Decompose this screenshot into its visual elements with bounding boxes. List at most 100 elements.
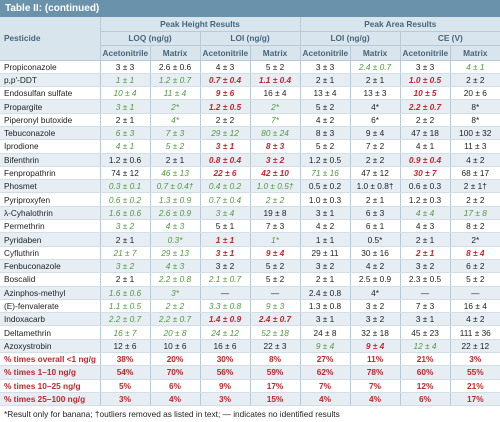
pesticide-name: Piperonyl butoxide bbox=[0, 113, 101, 127]
value-cell: 3 ± 2 bbox=[350, 299, 401, 314]
value-cell: — bbox=[250, 286, 301, 300]
table-row: Deltamethrin 16 ± 7 20 ± 8 24 ± 12 52 ± 18 24… bbox=[0, 325, 500, 340]
summary-row: % times 10–25 ng/g 5% 6% 9% 17% 7% 7% 12% 21% bbox=[0, 379, 500, 393]
pesticide-name: Indoxacarb bbox=[0, 312, 101, 327]
summary-cell: 27% bbox=[300, 352, 351, 367]
value-cell: 52 ± 18 bbox=[250, 325, 301, 340]
value-cell: 10 ± 6 bbox=[150, 339, 201, 354]
value-cell: 3 ± 2 bbox=[300, 259, 351, 274]
value-cell: 5 ± 2 bbox=[250, 272, 301, 287]
table-row: Phosmet 0.3 ± 0.1 0.7 ± 0.4† 0.4 ± 0.2 1.0 ±… bbox=[0, 179, 500, 194]
table-row: λ-Cyhalothrin 1.6 ± 0.6 2.6 ± 0.9 3 ± 4 19 ±… bbox=[0, 206, 500, 221]
summary-cell: 8% bbox=[250, 352, 301, 367]
value-cell: 29 ± 13 bbox=[150, 246, 201, 260]
value-cell: 16 ± 4 bbox=[250, 86, 301, 101]
value-cell: 2.5 ± 0.9 bbox=[350, 272, 401, 287]
summary-row: % times 25–100 ng/g 3% 4% 3% 15% 4% 4% 6% 17% bbox=[0, 392, 500, 407]
value-cell: 1.0 ± 0.8† bbox=[350, 179, 401, 194]
pesticide-name: Iprodione bbox=[0, 139, 101, 154]
value-cell: 2 ± 2 bbox=[400, 113, 451, 127]
header-subgroup: CE (V) bbox=[400, 31, 500, 46]
value-cell: 7 ± 2 bbox=[350, 139, 401, 154]
summary-cell: 21% bbox=[400, 352, 451, 367]
value-cell: 8 ± 3 bbox=[250, 139, 301, 154]
value-cell: 11 ± 4 bbox=[150, 86, 201, 101]
summary-cell: 20% bbox=[150, 352, 201, 367]
value-cell: 80 ± 24 bbox=[250, 126, 301, 141]
value-cell: 2.3 ± 0.5 bbox=[400, 272, 451, 287]
value-cell: 42 ± 10 bbox=[250, 166, 301, 181]
value-cell: 2.4 ± 0.8 bbox=[300, 286, 351, 300]
value-cell: 6 ± 2 bbox=[450, 259, 500, 274]
value-cell: 3 ± 2 bbox=[200, 259, 251, 274]
value-cell: 4 ± 2 bbox=[450, 312, 500, 327]
value-cell: 3.3 ± 0.8 bbox=[200, 299, 251, 314]
value-cell: 1.6 ± 0.6 bbox=[100, 206, 151, 221]
value-cell: 1.1 ± 0.4 bbox=[250, 73, 301, 88]
pesticide-name: Permethrin bbox=[0, 219, 101, 234]
value-cell: 3 ± 2 bbox=[250, 153, 301, 167]
value-cell: 21 ± 7 bbox=[100, 246, 151, 260]
value-cell: 71 ± 16 bbox=[300, 166, 351, 181]
column-header: Matrix bbox=[350, 45, 401, 61]
value-cell: 1.3 ± 0.9 bbox=[150, 192, 201, 207]
column-header: Acetonitrile bbox=[200, 45, 251, 61]
value-cell: 3 ± 3 bbox=[400, 60, 451, 74]
value-cell: 6 ± 3 bbox=[350, 206, 401, 221]
header-row: Pesticide Peak Height Results Peak Area Re… bbox=[0, 17, 500, 61]
value-cell: 1.3 ± 0.8 bbox=[300, 299, 351, 314]
value-cell: 2.6 ± 0.6 bbox=[150, 60, 201, 74]
value-cell: 3 ± 1 bbox=[300, 206, 351, 221]
value-cell: 0.7 ± 0.4 bbox=[200, 192, 251, 207]
value-cell: 29 ± 12 bbox=[200, 126, 251, 141]
value-cell: 6 ± 1 bbox=[350, 219, 401, 234]
value-cell: 4 ± 2 bbox=[350, 259, 401, 274]
value-cell: 2 ± 2 bbox=[200, 113, 251, 127]
value-cell: 4 ± 4 bbox=[400, 206, 451, 221]
value-cell: 6* bbox=[350, 113, 401, 127]
summary-cell: 4% bbox=[300, 392, 351, 407]
value-cell: 111 ± 36 bbox=[450, 325, 500, 340]
header-group: Peak Height Results bbox=[100, 17, 301, 32]
summary-cell: 4% bbox=[350, 392, 401, 407]
header-subgroup: LOQ (ng/g) bbox=[100, 31, 201, 46]
value-cell: 3 ± 3 bbox=[300, 60, 351, 74]
summary-cell: 62% bbox=[300, 365, 351, 380]
table-row: Piperonyl butoxide 2 ± 1 4* 2 ± 2 7* 4 ± 2 6* 2… bbox=[0, 113, 500, 127]
pesticide-name: Cyfluthrin bbox=[0, 246, 101, 260]
value-cell: 2.2 ± 0.8 bbox=[150, 272, 201, 287]
value-cell: 8* bbox=[450, 113, 500, 127]
value-cell: 2.6 ± 0.9 bbox=[150, 206, 201, 221]
value-cell: 10 ± 4 bbox=[100, 86, 151, 101]
value-cell: 74 ± 12 bbox=[100, 166, 151, 181]
value-cell: 4* bbox=[350, 286, 401, 300]
value-cell: 4 ± 3 bbox=[150, 219, 201, 234]
pesticide-name: Fenpropathrin bbox=[0, 166, 101, 181]
summary-cell: 12% bbox=[400, 379, 451, 393]
summary-cell: 17% bbox=[250, 379, 301, 393]
value-cell: 3 ± 3 bbox=[100, 60, 151, 74]
value-cell: 2 ± 1 bbox=[400, 246, 451, 260]
value-cell: 0.4 ± 0.2 bbox=[200, 179, 251, 194]
value-cell: 2 ± 2 bbox=[450, 192, 500, 207]
value-cell: 13 ± 3 bbox=[350, 86, 401, 101]
summary-cell: 59% bbox=[250, 365, 301, 380]
value-cell: 2 ± 1 bbox=[150, 153, 201, 167]
pesticide-name: Propargite bbox=[0, 99, 101, 114]
value-cell: 1.2 ± 0.5 bbox=[200, 99, 251, 114]
header-row: Acetonitrile Matrix Acetonitrile Matrix Acet… bbox=[0, 45, 500, 61]
value-cell: 8 ± 2 bbox=[450, 219, 500, 234]
summary-name: % times 10–25 ng/g bbox=[0, 379, 101, 393]
summary-cell: 30% bbox=[200, 352, 251, 367]
value-cell: 0.7 ± 0.4† bbox=[150, 179, 201, 194]
summary-cell: 55% bbox=[450, 365, 500, 380]
value-cell: 30 ± 16 bbox=[350, 246, 401, 260]
value-cell: 68 ± 17 bbox=[450, 166, 500, 181]
value-cell: 24 ± 12 bbox=[200, 325, 251, 340]
table-title: Table II: (continued) bbox=[0, 0, 500, 17]
value-cell: 4 ± 3 bbox=[200, 60, 251, 74]
value-cell: 3* bbox=[150, 286, 201, 300]
summary-name: % times 25–100 ng/g bbox=[0, 392, 101, 407]
